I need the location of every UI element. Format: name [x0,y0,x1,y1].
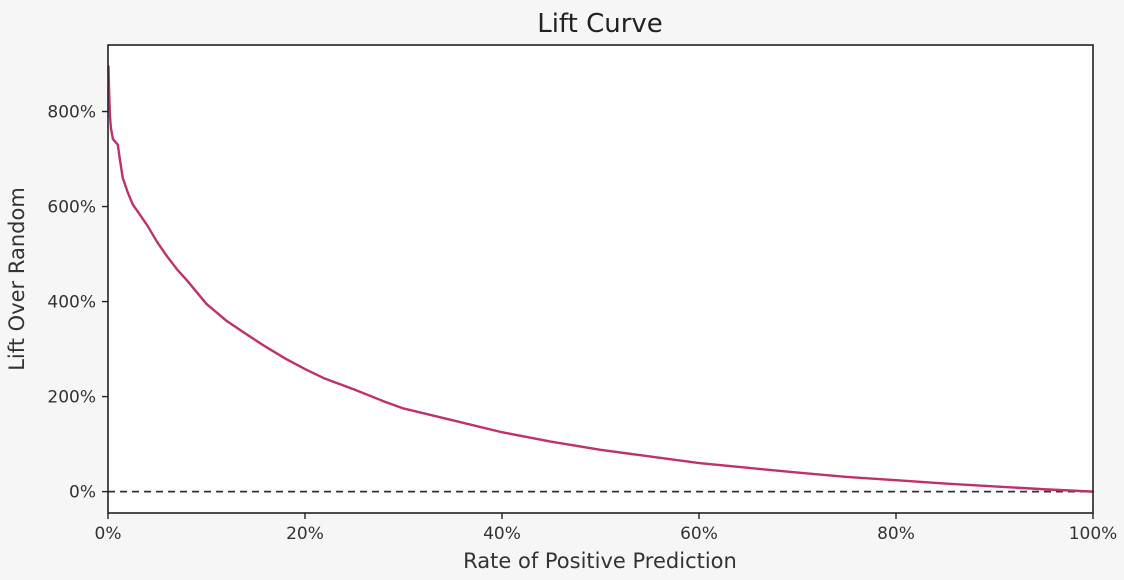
lift-series-line [107,65,1095,493]
y-axis: 0% 200% 400% 600% 800% [47,103,108,503]
y-tick-label: 200% [47,388,96,408]
x-axis: 0% 20% 40% 60% 80% 100% [95,513,1118,544]
plot-frame [107,44,1094,514]
x-tick-label: 80% [877,524,915,544]
y-tick-label: 800% [47,103,96,123]
x-tick-label: 100% [1069,524,1118,544]
x-tick-label: 20% [286,524,324,544]
y-axis-title: Lift Over Random [5,187,29,371]
y-tick-label: 0% [69,483,96,503]
y-tick-label: 400% [47,293,96,313]
y-tick-label: 600% [47,198,96,218]
x-axis-title: Rate of Positive Prediction [463,549,737,573]
series-layer [107,65,1095,493]
plot-area [108,45,1093,513]
chart-title: Lift Curve [537,9,663,39]
x-tick-label: 40% [483,524,521,544]
x-tick-label: 60% [680,524,718,544]
x-tick-label: 0% [95,524,122,544]
